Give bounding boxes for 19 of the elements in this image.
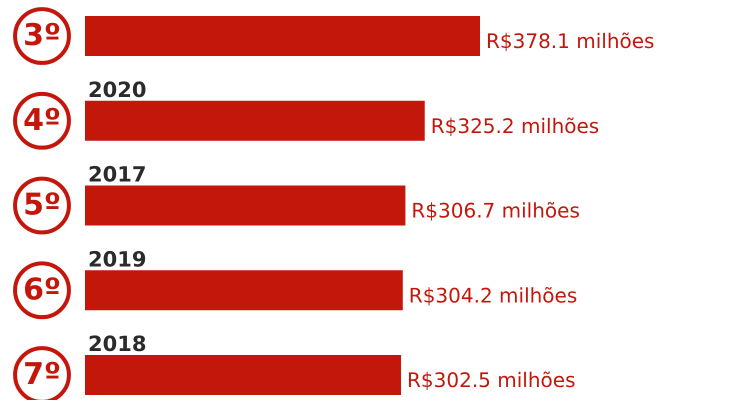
data-label: R$302.5 milhões [407,368,576,392]
text: 6º [23,272,61,308]
data-label: R$325.2 milhões [430,114,600,138]
y-tick-label: 2018 [88,332,146,356]
text: 3º [23,18,61,53]
y-tick-label: 2019 [88,247,146,272]
text: 4º [23,102,61,138]
bar [85,355,402,395]
y-tick-label: 2017 [88,162,146,186]
text: 5º [23,188,61,222]
data-label: R$304.2 milhões [408,283,578,308]
data-label: R$378.1 milhões [486,29,654,53]
bar [85,270,403,310]
bar [85,16,480,56]
data-label: R$306.7 milhões [411,198,580,222]
text: 7º [23,357,61,392]
bar [85,100,425,141]
bar [85,186,406,226]
y-tick-label: 2020 [88,78,146,102]
